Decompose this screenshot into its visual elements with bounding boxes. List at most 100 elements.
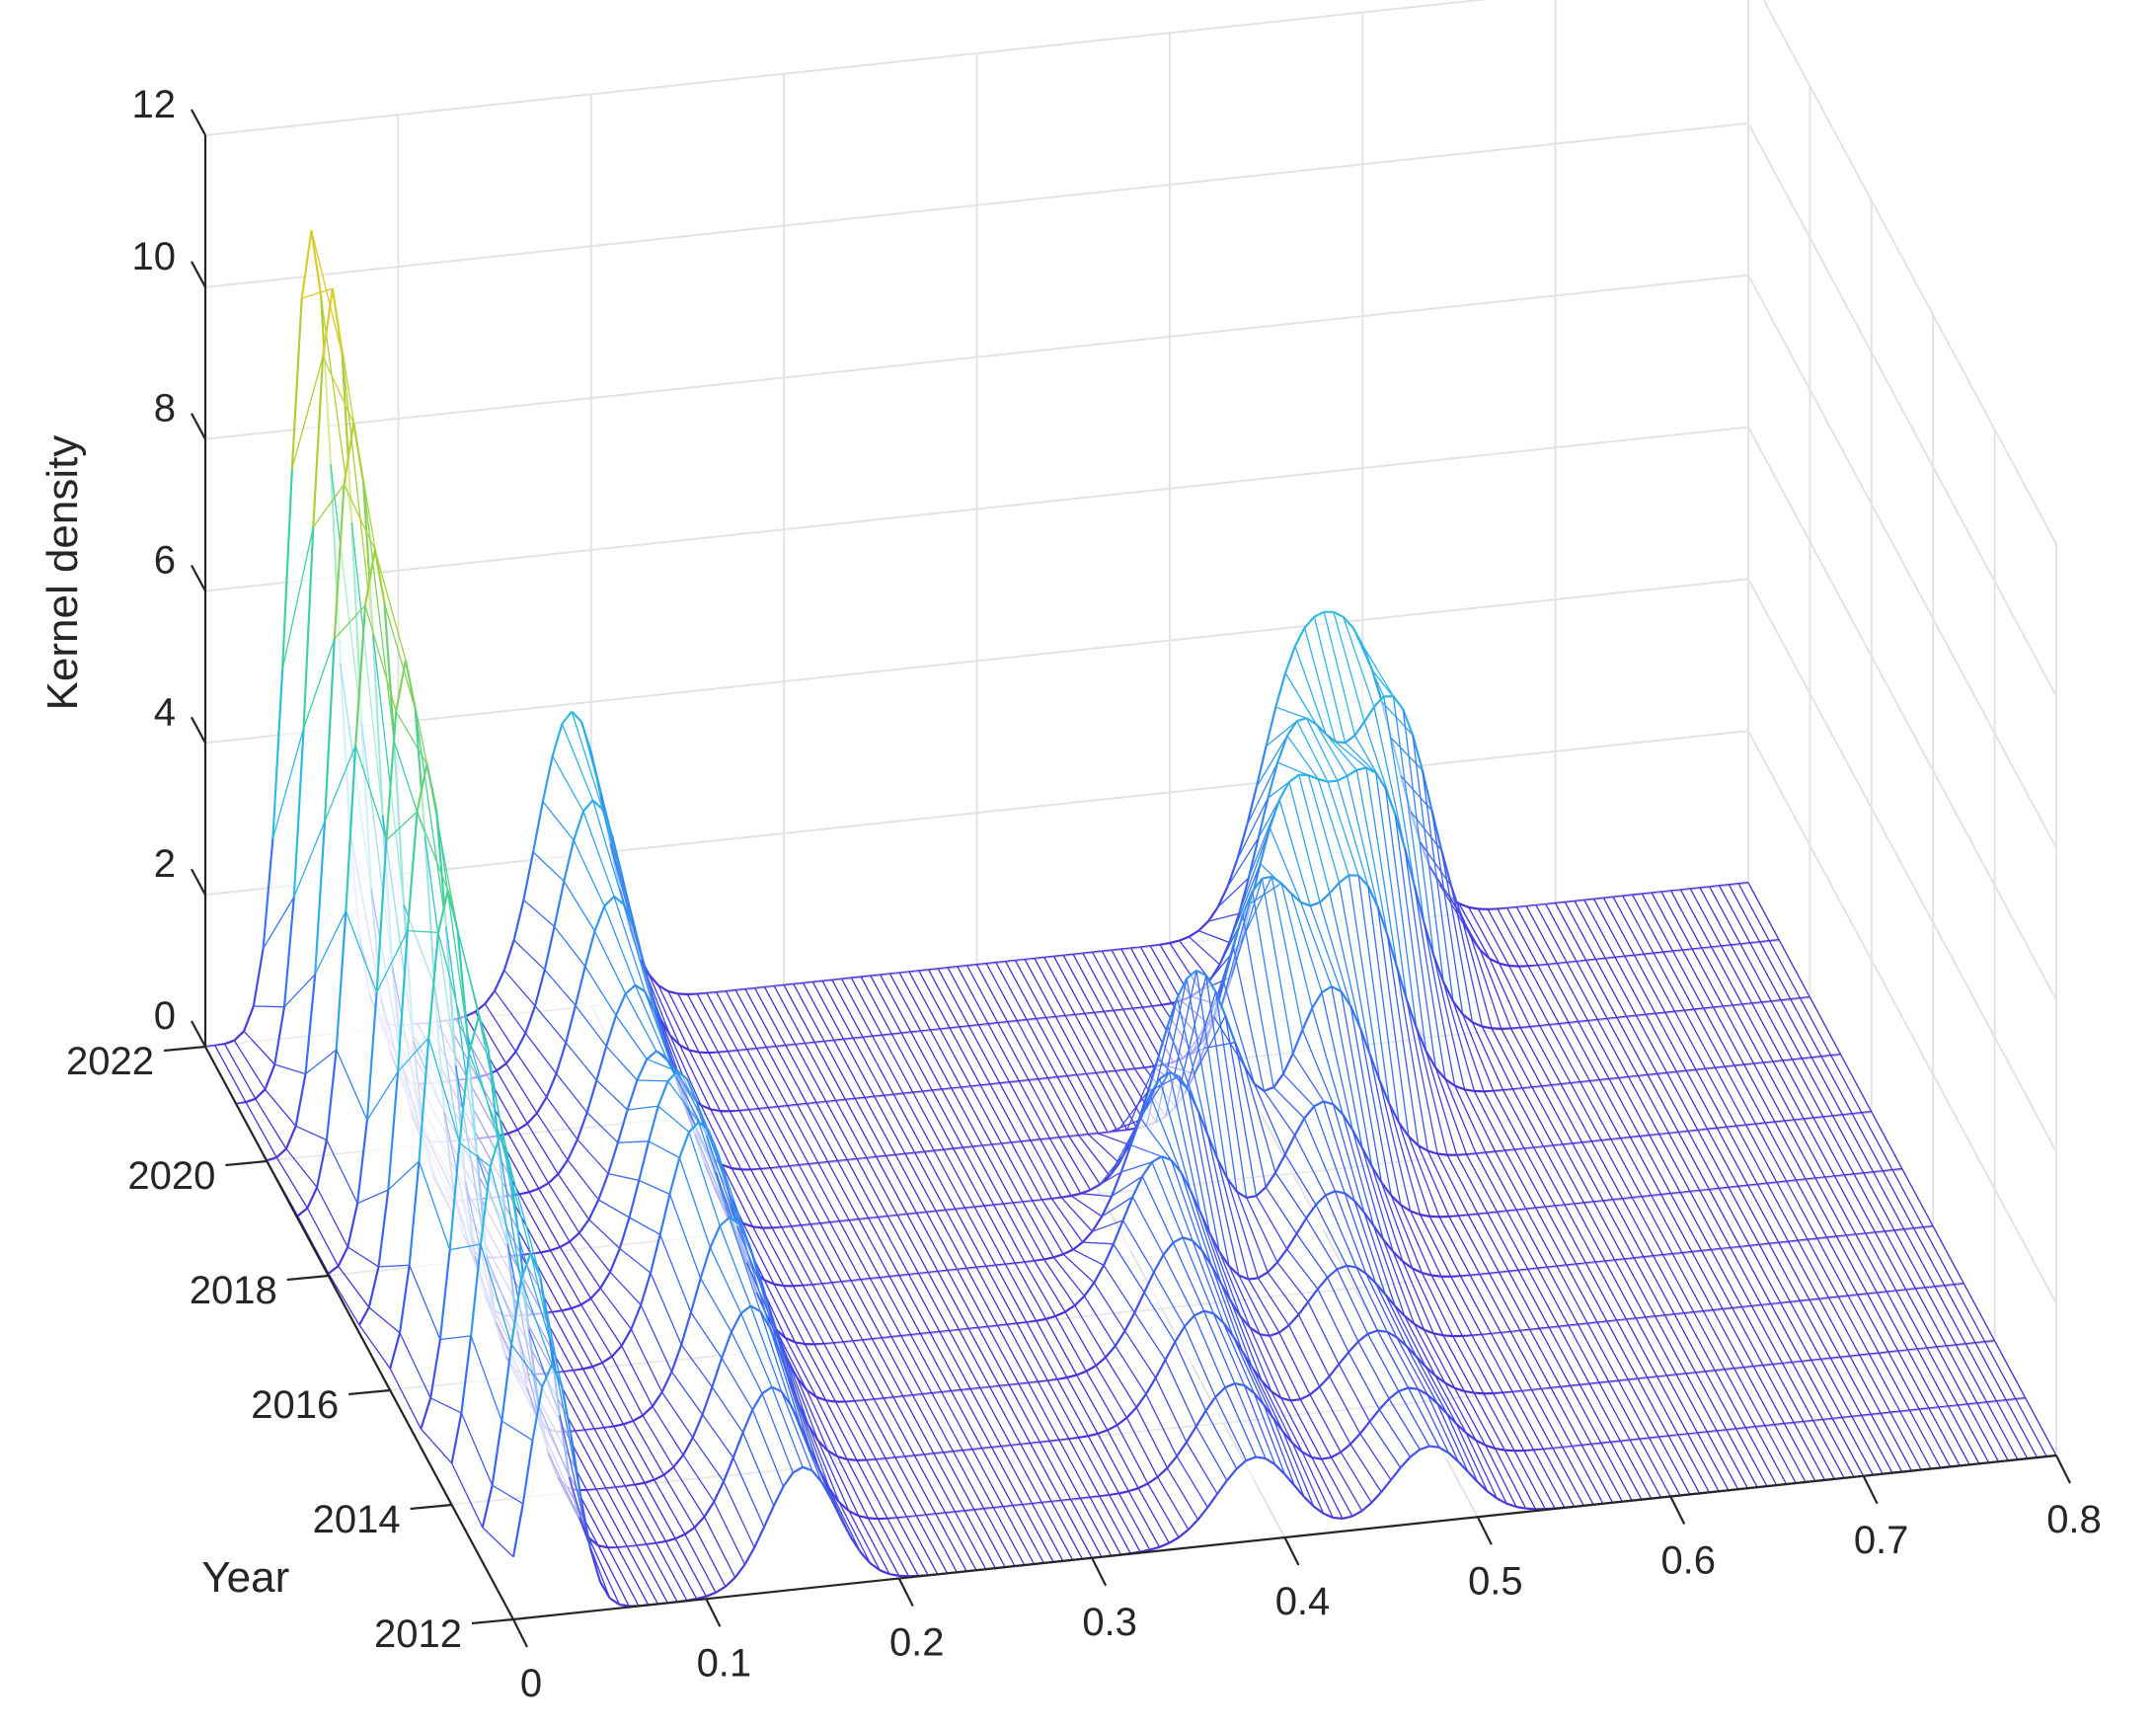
- mesh-line: [928, 969, 961, 1028]
- density-curve: [304, 974, 317, 1074]
- mesh-line: [275, 1156, 308, 1209]
- mesh-line: [806, 1103, 839, 1162]
- density-curve: [1161, 1001, 1172, 1006]
- mesh-line: [727, 1051, 760, 1110]
- mesh-line: [1028, 1382, 1060, 1441]
- mesh-line: [1137, 1487, 1170, 1544]
- mesh-line: [669, 1035, 702, 1106]
- density-curve: [1168, 1536, 1180, 1544]
- mesh-line: [1346, 775, 1379, 907]
- mesh-line: [1348, 1352, 1380, 1410]
- mesh-line: [1386, 1331, 1419, 1390]
- density-curve: [1030, 1441, 1040, 1445]
- mesh-line: [1743, 1064, 1776, 1123]
- mesh-line: [1709, 886, 1741, 945]
- mesh-line: [540, 1252, 573, 1309]
- mesh-line: [1560, 1386, 1592, 1446]
- density-curve: [587, 1536, 599, 1547]
- mesh-line: [747, 1243, 781, 1353]
- z-tick: [191, 413, 206, 440]
- mesh-line: [1687, 1433, 1720, 1492]
- mesh-line: [740, 1169, 773, 1228]
- mesh-line: [1016, 1323, 1048, 1381]
- mesh-line: [983, 1508, 1016, 1567]
- density-curve: [697, 991, 708, 995]
- mesh-line: [1442, 1334, 1475, 1393]
- density-curve: [358, 1306, 370, 1326]
- mesh-line: [1448, 1216, 1481, 1276]
- mesh-line: [890, 1336, 923, 1395]
- density-curve: [427, 932, 440, 1038]
- density-curve: [563, 839, 576, 882]
- mesh-line: [1120, 949, 1153, 1007]
- mesh-line: [973, 1207, 1007, 1265]
- density-curve: [733, 1563, 746, 1579]
- mesh-line: [992, 1507, 1026, 1566]
- density-curve: [1241, 891, 1254, 915]
- z-tick-label: 4: [154, 690, 176, 734]
- density-curve: [1466, 1152, 1477, 1156]
- density-curve: [1131, 1175, 1144, 1198]
- density-curve: [1253, 1082, 1266, 1092]
- mesh-line: [684, 1533, 717, 1594]
- density-curve: [491, 1420, 503, 1486]
- density-curve: [814, 1040, 825, 1044]
- mesh-line: [578, 1517, 611, 1599]
- mesh-line: [1715, 1067, 1747, 1126]
- mesh-line: [1922, 1226, 1956, 1286]
- density-curve: [1508, 1269, 1519, 1273]
- mesh-line: [1473, 1090, 1506, 1151]
- gridline-side-z: [1747, 122, 2057, 697]
- density-curve: [1295, 1218, 1308, 1235]
- mesh-line: [968, 1025, 1001, 1084]
- density-curve: [1251, 878, 1264, 893]
- density-curve: [1323, 1100, 1334, 1106]
- mesh-line: [1361, 1147, 1394, 1252]
- density-curve: [1342, 616, 1354, 629]
- mesh-line: [785, 1337, 817, 1398]
- mesh-line: [1847, 1296, 1880, 1354]
- density-curve: [323, 638, 336, 822]
- mesh-line: [1697, 1130, 1730, 1189]
- mesh-line: [534, 1005, 567, 1044]
- mesh-line: [1064, 1311, 1097, 1367]
- density-curve: [709, 1224, 722, 1248]
- mesh-line: [1327, 781, 1359, 876]
- mesh-line: [1560, 1083, 1593, 1142]
- density-curve: [1192, 1239, 1203, 1252]
- density-curve: [1408, 1386, 1419, 1390]
- mesh-line: [1730, 944, 1763, 1003]
- mesh-line: [775, 1046, 808, 1105]
- mesh-line: [499, 1135, 532, 1254]
- mesh-line: [1903, 1228, 1936, 1288]
- mesh-line: [677, 992, 710, 1054]
- density-curve: [1384, 788, 1397, 816]
- mesh-line: [710, 1109, 742, 1170]
- x-tick: [1283, 1536, 1300, 1566]
- mesh-line: [1440, 1276, 1473, 1336]
- z-tick: [191, 868, 206, 896]
- density-curve: [678, 1132, 691, 1158]
- mesh-line: [1614, 957, 1647, 1015]
- x-tick-label: 0.8: [2046, 1498, 2102, 1541]
- mesh-line: [1643, 954, 1676, 1012]
- density-curve: [1405, 999, 1418, 1029]
- mesh-line: [1234, 1042, 1267, 1188]
- mesh-line: [711, 1386, 744, 1434]
- mesh-line: [725, 990, 758, 1050]
- mesh-line: [376, 930, 409, 993]
- mesh-line: [870, 976, 902, 1034]
- mesh-line: [1006, 1324, 1040, 1382]
- density-curve: [1112, 1219, 1124, 1245]
- density-curve: [861, 975, 872, 979]
- mesh-line: [603, 1427, 636, 1485]
- mesh-line: [1649, 1135, 1681, 1194]
- mesh-line: [1030, 1443, 1062, 1502]
- mesh-line: [1095, 1072, 1128, 1131]
- mesh-line: [957, 1269, 989, 1328]
- density-curve: [728, 1049, 738, 1053]
- density-curve: [1376, 906, 1389, 936]
- density-curve: [713, 1480, 725, 1503]
- density-curve: [1398, 1386, 1409, 1392]
- mesh-line: [1897, 1351, 1930, 1409]
